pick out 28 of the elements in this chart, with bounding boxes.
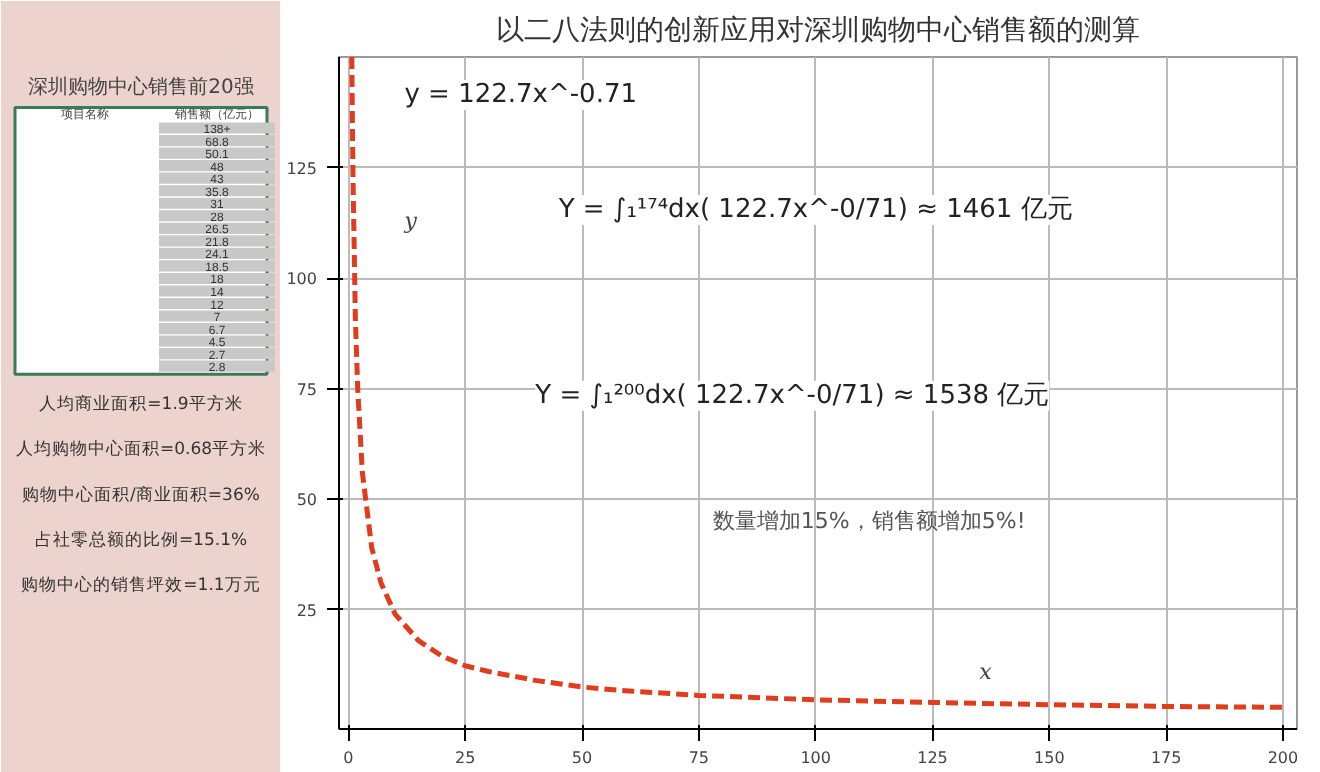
text: 深圳购物中心销售前20强	[28, 75, 254, 100]
text: 购物中心的销售坪效=1.1万元	[21, 574, 261, 597]
y-tick-label: 125	[286, 159, 318, 178]
annotation: y = 122.7x^-0.71	[404, 80, 638, 111]
y-tick-label: 100	[286, 270, 318, 289]
y-tick-label: 25	[296, 601, 318, 620]
line-series	[349, 57, 1286, 710]
annotation: 数量增加15%，销售额增加5%!	[712, 508, 1026, 535]
y-tick-label: 75	[296, 380, 318, 399]
x-tick-label: 0	[343, 749, 354, 767]
x-tick-label: 100	[800, 749, 831, 767]
annotation: Y = ∫₁¹⁷⁴dx( 122.7x^-0/71) ≈ 1461 亿元	[556, 195, 1073, 225]
x-axis-title: x	[979, 658, 994, 685]
annotation: Y = ∫₁²⁰⁰dx( 122.7x^-0/71) ≈ 1538 亿元	[533, 380, 1050, 411]
text: 购物中心面积/商业面积=36%	[22, 483, 260, 506]
text: 人均购物中心面积=0.68平方米	[15, 438, 267, 461]
x-tick-label: 25	[455, 749, 476, 767]
x-tick-label: 75	[688, 749, 710, 767]
text: 占社零总额的比例=15.1%	[34, 528, 248, 551]
x-tick-label: 175	[1150, 749, 1182, 767]
x-tick-label: 150	[1034, 749, 1065, 767]
y-axis-title: y	[402, 207, 419, 234]
y-tick-label: 50	[296, 491, 318, 510]
text: 人均商业面积=1.9平方米	[39, 393, 243, 416]
x-tick-label: 50	[571, 749, 593, 767]
x-tick-label: 125	[917, 749, 948, 767]
chart-title: 以二八法则的创新应用对深圳购物中心销售额的测算	[496, 15, 1140, 47]
x-tick-label: 200	[1267, 749, 1299, 767]
